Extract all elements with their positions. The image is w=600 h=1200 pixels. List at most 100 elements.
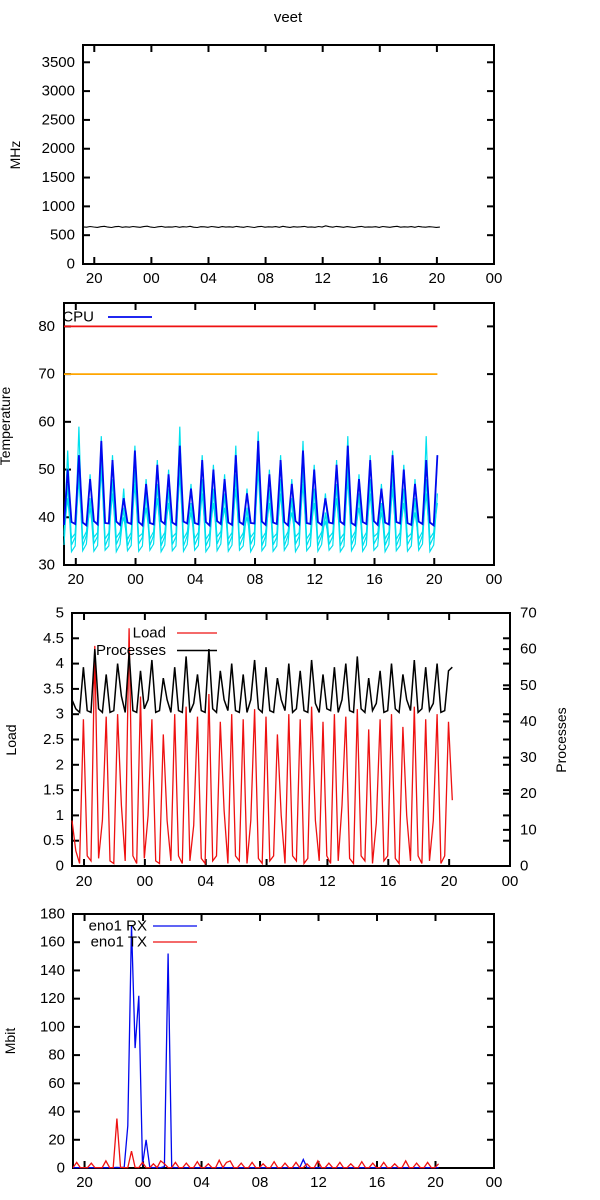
y-tick-label: 20	[48, 1131, 65, 1148]
y-tick-label: 140	[40, 962, 65, 979]
y2-tick-label: 20	[520, 785, 537, 802]
y-tick-label: 3000	[42, 83, 75, 100]
x-tick-label: 00	[137, 873, 154, 890]
y-tick-label: 3	[56, 706, 64, 723]
x-tick-label: 08	[247, 571, 264, 588]
y-tick-label: 3500	[42, 54, 75, 71]
chart-cpu-frequency: 20 00 04 08 12 16 20 00050010001500200025003000…	[7, 9, 502, 287]
y-tick-label: 160	[40, 934, 65, 951]
series-core-a	[63, 426, 438, 547]
series-core-b	[63, 455, 438, 554]
y-axis-label: Mbit	[2, 1028, 18, 1055]
x-tick-label: 12	[306, 571, 323, 588]
y-tick-label: 500	[50, 227, 75, 244]
y-tick-label: 40	[38, 509, 55, 526]
x-tick-label: 20	[441, 873, 458, 890]
y-tick-label: 0	[56, 858, 64, 875]
y-tick-label: 1000	[42, 198, 75, 215]
series-mhz	[82, 225, 440, 229]
y-tick-label: 50	[38, 461, 55, 478]
y-tick-label: 70	[38, 366, 55, 383]
y-tick-label: 1500	[42, 169, 75, 186]
x-tick-label: 20	[427, 1174, 444, 1191]
x-tick-label: 16	[366, 571, 383, 588]
legend-label: eno1 RX	[89, 918, 147, 935]
x-tick-label: 12	[314, 270, 331, 287]
y-tick-label: 2500	[42, 111, 75, 128]
x-tick-label: 04	[187, 571, 204, 588]
y2-axis-label: Processes	[553, 707, 569, 772]
x-tick-label: 04	[193, 1174, 210, 1191]
y-tick-label: 2.5	[43, 731, 64, 748]
x-tick-label: 04	[200, 270, 217, 287]
y-tick-label: 2000	[42, 140, 75, 157]
chart-network-eno1: 20 00 04 08 12 16 20 00020406080100120140160180…	[2, 906, 502, 1192]
y-axis-label: Load	[3, 724, 19, 755]
x-tick-label: 00	[486, 270, 503, 287]
y-tick-label: 60	[38, 413, 55, 430]
y-tick-label: 80	[38, 318, 55, 335]
x-tick-label: 20	[67, 571, 84, 588]
x-tick-label: 16	[369, 1174, 386, 1191]
y-tick-label: 100	[40, 1018, 65, 1035]
plot-border	[82, 44, 495, 265]
series-Processes	[71, 649, 453, 715]
x-tick-label: 00	[486, 1174, 503, 1191]
y2-tick-label: 70	[520, 605, 537, 622]
y-tick-label: 0.5	[43, 832, 64, 849]
y2-tick-label: 40	[520, 713, 537, 730]
chart-cpu-temperature: 20 00 04 08 12 16 20 00 30 40 50 60 70 80 Temperature C…	[0, 302, 503, 588]
x-tick-label: 20	[429, 270, 446, 287]
x-tick-label: 20	[76, 1174, 93, 1191]
y-tick-label: 80	[48, 1047, 65, 1064]
series-eno1-RX	[73, 925, 439, 1169]
legend-label: Load	[133, 625, 166, 642]
series-core-c	[63, 469, 438, 542]
y-tick-label: 5	[56, 605, 64, 622]
x-tick-label: 00	[127, 571, 144, 588]
x-tick-label: 16	[371, 270, 388, 287]
y-tick-label: 4.5	[43, 630, 64, 647]
y-tick-label: 30	[38, 557, 55, 574]
x-tick-label: 04	[197, 873, 214, 890]
x-tick-label: 20	[86, 270, 103, 287]
chart-load-processes: 20 00 04 08 12 16 20 0000.511.522.533.544.55010…	[3, 605, 569, 891]
x-tick-label: 20	[76, 873, 93, 890]
x-tick-label: 00	[486, 571, 503, 588]
y-tick-label: 4	[56, 655, 64, 672]
y2-tick-label: 50	[520, 677, 537, 694]
y-tick-label: 1	[56, 807, 64, 824]
y-tick-label: 0	[57, 1160, 65, 1177]
x-tick-label: 00	[502, 873, 519, 890]
legend-label: CPU	[62, 309, 94, 326]
y-tick-label: 0	[67, 256, 75, 273]
x-tick-label: 08	[252, 1174, 269, 1191]
y-tick-label: 40	[48, 1103, 65, 1120]
y-tick-label: 180	[40, 906, 65, 923]
plot-border	[63, 302, 495, 566]
legend-label: eno1 TX	[91, 934, 147, 951]
y2-tick-label: 10	[520, 821, 537, 838]
x-tick-label: 12	[310, 1174, 327, 1191]
x-tick-label: 08	[258, 873, 275, 890]
x-tick-label: 20	[426, 571, 443, 588]
y-tick-label: 60	[48, 1075, 65, 1092]
series-Load	[71, 628, 453, 866]
series-eno1-TX	[72, 1118, 440, 1169]
y-tick-label: 2	[56, 756, 64, 773]
x-tick-label: 00	[143, 270, 160, 287]
series-CPU	[63, 440, 439, 528]
y2-tick-label: 60	[520, 641, 537, 658]
x-tick-label: 08	[257, 270, 274, 287]
y-tick-label: 120	[40, 990, 65, 1007]
y-tick-label: 1.5	[43, 782, 64, 799]
y2-tick-label: 30	[520, 749, 537, 766]
x-tick-label: 16	[380, 873, 397, 890]
y-tick-label: 3.5	[43, 680, 64, 697]
chart-title: veet	[274, 9, 303, 26]
x-tick-label: 12	[319, 873, 336, 890]
y-axis-label: Temperature	[0, 386, 13, 465]
x-tick-label: 00	[135, 1174, 152, 1191]
